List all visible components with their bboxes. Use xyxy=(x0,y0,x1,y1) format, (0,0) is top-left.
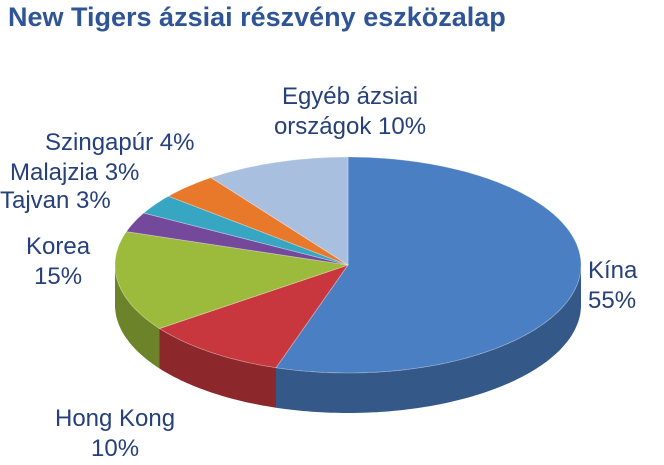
slice-label: Egyéb ázsiai országok 10% xyxy=(250,82,450,142)
label-name: Malajzia xyxy=(10,159,99,186)
slice xyxy=(275,156,582,374)
label-value: 55% xyxy=(588,287,637,314)
label-value: 15% xyxy=(34,263,83,290)
slice-label: Malajzia 3% xyxy=(10,158,139,188)
slice-side xyxy=(276,265,581,413)
label-value: 4% xyxy=(159,129,195,156)
label-value: 10% xyxy=(91,435,140,462)
slice-label: Korea 15% xyxy=(26,232,90,292)
chart-title: New Tigers ázsiai részvény eszközalap xyxy=(8,2,506,32)
slice xyxy=(210,156,349,266)
slice-label: Tajvan 3% xyxy=(0,186,111,216)
slice xyxy=(142,195,349,266)
label-value: 3% xyxy=(76,187,111,214)
label-value: 3% xyxy=(104,159,140,186)
slice-side xyxy=(159,328,276,408)
slice xyxy=(167,177,349,266)
label-value: 10% xyxy=(378,113,427,140)
slice xyxy=(158,264,350,369)
label-name: Tajvan xyxy=(0,187,70,214)
slice-label: Kína 55% xyxy=(588,256,637,316)
slice-side xyxy=(115,265,160,369)
label-name: Korea xyxy=(26,233,91,260)
label-name: Hong Kong xyxy=(55,405,176,432)
label-name: Egyéb ázsiai országok xyxy=(273,83,419,140)
slice-label: Szingapúr 4% xyxy=(45,128,194,158)
slice xyxy=(114,231,349,329)
label-name: Szingapúr xyxy=(45,129,154,156)
label-name: Kína xyxy=(588,257,638,284)
slice xyxy=(125,212,349,266)
slice-label: Hong Kong 10% xyxy=(55,404,175,464)
